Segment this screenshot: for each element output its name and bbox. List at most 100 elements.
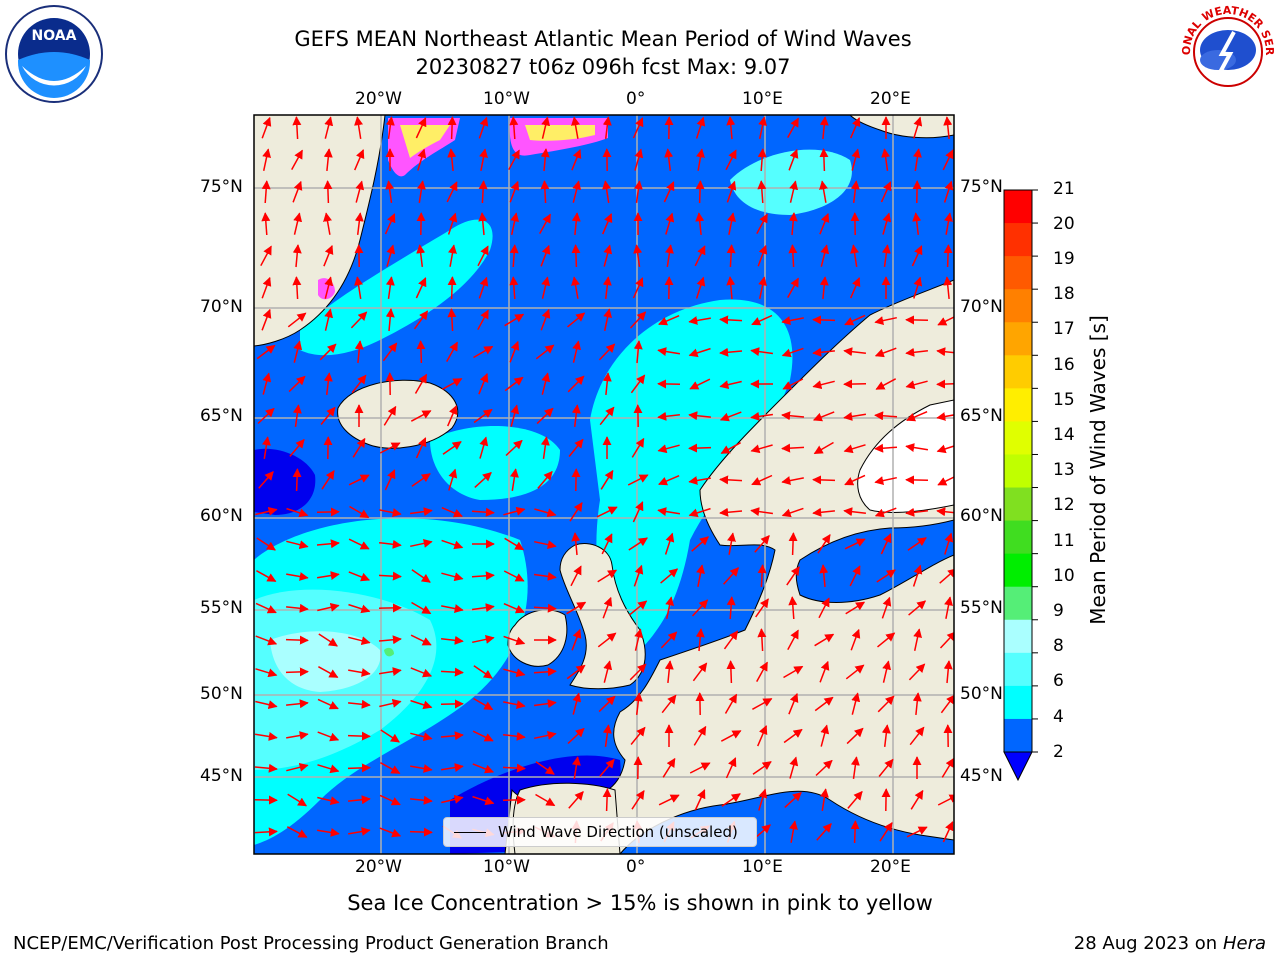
lat-tick-left: 65°N (200, 406, 243, 426)
wave-direction-arrow (943, 244, 953, 268)
wave-direction-arrow (293, 212, 303, 235)
wave-direction-arrow (409, 507, 433, 517)
wave-direction-arrow (292, 468, 302, 492)
wave-direction-arrow (723, 630, 739, 650)
wave-direction-arrow (937, 794, 954, 806)
wave-direction-arrow (540, 436, 550, 460)
wave-direction-arrow (471, 507, 495, 517)
wave-direction-arrow (724, 693, 738, 714)
wave-direction-arrow (603, 244, 613, 267)
wave-direction-arrow (627, 474, 649, 486)
wave-direction-arrow (812, 411, 835, 422)
wave-direction-arrow (323, 372, 333, 395)
wave-direction-arrow (510, 212, 520, 235)
colorbar-segment (1004, 520, 1032, 555)
wave-direction-arrow (255, 506, 278, 516)
wave-direction-arrow (571, 276, 580, 299)
colorbar-label: 17 (1053, 319, 1075, 339)
wave-direction-arrow (691, 599, 709, 617)
wave-direction-arrow (571, 532, 581, 556)
wave-direction-arrow (567, 312, 586, 328)
wave-direction-arrow (441, 635, 464, 645)
wave-direction-arrow (255, 700, 278, 710)
wave-direction-arrow (657, 411, 680, 421)
wave-direction-arrow (323, 244, 334, 267)
wave-direction-arrow (566, 601, 587, 615)
colorbar-label: 10 (1053, 566, 1075, 586)
wave-direction-arrow (696, 148, 705, 171)
wave-direction-arrow (943, 660, 953, 684)
wave-direction-arrow (349, 505, 370, 519)
wave-direction-arrow (292, 404, 302, 428)
wave-direction-arrow (660, 631, 678, 649)
wave-direction-arrow (414, 373, 428, 394)
wave-direction-arrow (571, 116, 580, 139)
wave-direction-arrow (850, 820, 860, 844)
lat-tick-left: 55°N (200, 598, 243, 618)
wave-direction-arrow (379, 794, 401, 806)
wave-direction-arrow (874, 443, 898, 453)
wave-direction-arrow (877, 695, 895, 713)
wave-direction-arrow (473, 697, 494, 711)
wave-direction-arrow (502, 763, 526, 773)
wave-direction-arrow (819, 180, 828, 203)
wave-direction-arrow (255, 635, 278, 646)
wave-direction-arrow (571, 148, 582, 171)
wave-direction-arrow (380, 762, 401, 774)
wave-direction-arrow (882, 660, 892, 683)
wave-direction-arrow (536, 407, 554, 425)
wave-direction-arrow (572, 756, 581, 780)
wave-direction-arrow (850, 244, 859, 268)
wave-direction-arrow (410, 764, 433, 773)
lon-tick-top: 10°E (742, 89, 783, 109)
wave-direction-arrow (781, 476, 804, 485)
colorbar-segment (1004, 190, 1032, 224)
map-title-line1: GEFS MEAN Northeast Atlantic Mean Period… (294, 27, 912, 51)
lat-tick-left: 50°N (200, 684, 243, 704)
wave-direction-arrow (478, 180, 488, 204)
wave-direction-arrow (292, 116, 302, 140)
wave-direction-arrow (348, 603, 371, 614)
wave-direction-arrow (850, 628, 861, 651)
wave-direction-arrow (845, 601, 866, 615)
wave-direction-arrow (441, 539, 464, 550)
wave-direction-arrow (633, 564, 644, 587)
wave-direction-arrow (440, 763, 464, 772)
wave-direction-arrow (844, 474, 866, 486)
wave-direction-arrow (936, 507, 954, 517)
wave-direction-arrow (752, 698, 773, 710)
wave-direction-arrow (535, 344, 555, 360)
wave-direction-arrow (324, 116, 334, 139)
colorbar-label: 19 (1053, 249, 1075, 269)
wave-direction-arrow (688, 411, 711, 421)
wave-direction-arrow (633, 340, 643, 364)
wave-direction-arrow (874, 476, 897, 486)
wave-direction-arrow (661, 694, 677, 714)
wave-direction-arrow (912, 692, 922, 715)
wave-zone-norwegian (590, 299, 793, 650)
wave-direction-arrow (783, 665, 804, 679)
wave-direction-arrow (286, 731, 309, 740)
wave-direction-arrow (942, 149, 954, 171)
wave-zone-deep-west (254, 448, 316, 515)
wave-direction-arrow (719, 411, 742, 422)
wave-direction-arrow (598, 695, 616, 713)
wave-direction-arrow (541, 116, 551, 139)
wave-direction-arrow (696, 564, 705, 587)
wave-direction-arrow (875, 378, 897, 390)
wave-direction-arrow (937, 316, 954, 326)
wave-direction-arrow (941, 757, 954, 778)
wave-direction-arrow (726, 244, 736, 268)
wave-direction-arrow (571, 628, 582, 651)
wave-direction-arrow (726, 660, 736, 684)
wave-direction-arrow (629, 311, 647, 329)
wave-direction-arrow (630, 726, 646, 745)
wave-direction-arrow (378, 635, 402, 645)
wave-direction-arrow (695, 180, 705, 204)
wave-direction-arrow (354, 276, 363, 300)
colorbar-label: 8 (1053, 636, 1064, 656)
wave-direction-arrow (503, 635, 526, 646)
wave-direction-arrow (479, 436, 489, 459)
wave-direction-arrow (317, 602, 340, 612)
wave-direction-arrow (417, 148, 427, 171)
